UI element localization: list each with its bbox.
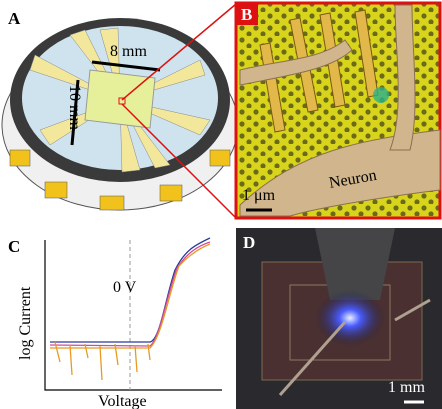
panel-label: B	[241, 5, 252, 24]
dimension-label: 10 mm	[66, 85, 83, 130]
dimension-label: 8 mm	[110, 43, 147, 60]
annotation: 0 V	[113, 279, 137, 296]
page: {"panels": [ {"label": "A", "texts": ["8…	[0, 0, 442, 409]
x-axis-label: Voltage	[98, 393, 147, 409]
panel-label: A	[8, 9, 21, 28]
panel-b: B Neuron 1 μm	[236, 3, 440, 218]
panel-label: C	[8, 237, 20, 256]
figure: A 8 mm 10 mm B Neuron 1 μm C log Cu	[0, 0, 442, 409]
scale-label: 1 μm	[242, 187, 276, 204]
panel-d: D 1 mm	[236, 228, 442, 409]
scale-label: 1 mm	[388, 379, 425, 396]
panel-label: D	[243, 233, 255, 252]
panel-c: C log Current Voltage 0 V	[8, 237, 222, 409]
y-axis-label: log Current	[17, 286, 34, 360]
panel-a: A 8 mm 10 mm	[2, 9, 238, 210]
